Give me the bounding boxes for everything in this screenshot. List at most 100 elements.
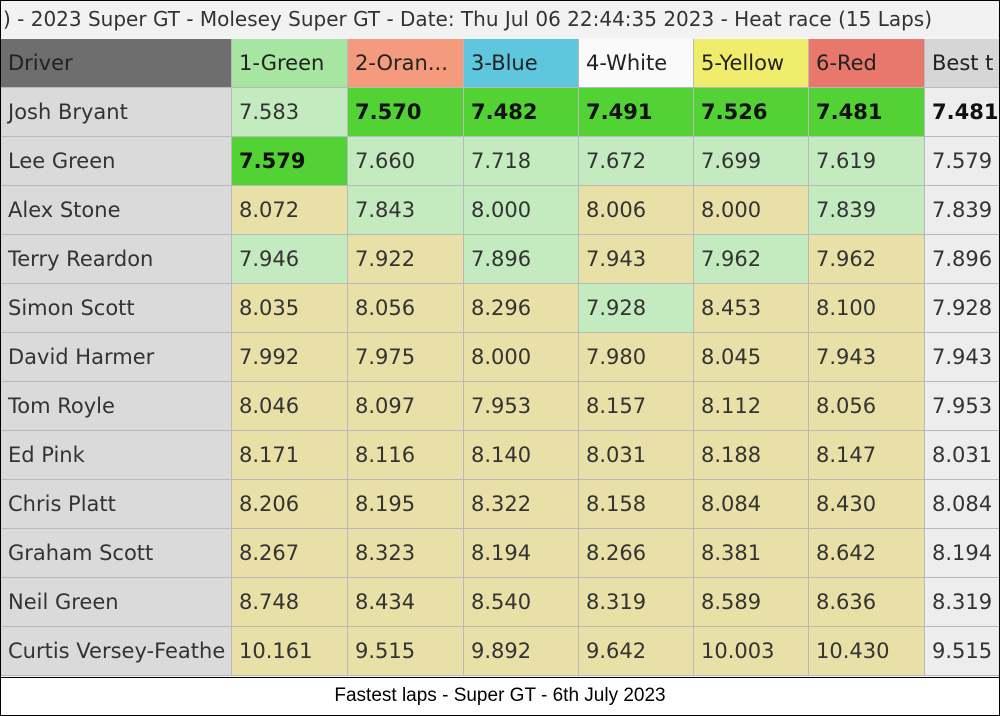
lap-time: 8.084 [694, 480, 809, 529]
lap-time: 8.045 [694, 333, 809, 382]
lap-time: 9.515 [348, 627, 464, 676]
lap-time: 8.322 [464, 480, 579, 529]
lap-time: 7.839 [925, 186, 999, 235]
lap-time: 7.570 [348, 88, 464, 137]
lap-time: 8.046 [232, 382, 348, 431]
lap-time: 8.000 [464, 333, 579, 382]
lap-time: 8.035 [232, 284, 348, 333]
lap-time: 8.006 [579, 186, 694, 235]
driver-name: Chris Platt [1, 480, 232, 529]
lap-time: 9.515 [925, 627, 999, 676]
window-title: ) - 2023 Super GT - Molesey Super GT - D… [1, 1, 999, 37]
lap-time: 7.928 [579, 284, 694, 333]
lap-time: 7.843 [348, 186, 464, 235]
driver-name: Terry Reardon [1, 235, 232, 284]
lap-time: 7.672 [579, 137, 694, 186]
column-header: Best t [925, 39, 999, 88]
lap-time: 7.583 [232, 88, 348, 137]
lap-time: 7.943 [579, 235, 694, 284]
driver-name: David Harmer [1, 333, 232, 382]
lap-time: 7.491 [579, 88, 694, 137]
driver-name: Graham Scott [1, 529, 232, 578]
caption: Fastest laps - Super GT - 6th July 2023 [1, 677, 999, 715]
lap-time: 8.267 [232, 529, 348, 578]
lap-time: 7.699 [694, 137, 809, 186]
lap-time: 8.171 [232, 431, 348, 480]
lap-time: 8.056 [809, 382, 925, 431]
lap-time: 7.992 [232, 333, 348, 382]
lap-time: 7.943 [925, 333, 999, 382]
driver-name: Ed Pink [1, 431, 232, 480]
lap-time: 7.482 [464, 88, 579, 137]
lap-time: 8.194 [464, 529, 579, 578]
lap-time: 8.031 [579, 431, 694, 480]
lap-time: 8.589 [694, 578, 809, 627]
column-header: 2-Oran... [348, 39, 464, 88]
lap-time: 8.116 [348, 431, 464, 480]
column-header: 6-Red [809, 39, 925, 88]
lap-time: 8.748 [232, 578, 348, 627]
lap-time: 7.975 [348, 333, 464, 382]
column-header: Driver [1, 39, 232, 88]
driver-name: Josh Bryant [1, 88, 232, 137]
lap-time: 7.526 [694, 88, 809, 137]
lap-time: 8.100 [809, 284, 925, 333]
lap-time: 8.158 [579, 480, 694, 529]
driver-name: Alex Stone [1, 186, 232, 235]
lap-time: 8.453 [694, 284, 809, 333]
lap-time: 7.481 [925, 88, 999, 137]
lap-time: 10.003 [694, 627, 809, 676]
lap-time: 7.928 [925, 284, 999, 333]
column-header: 5-Yellow [694, 39, 809, 88]
lap-time: 10.161 [232, 627, 348, 676]
lap-time: 9.892 [464, 627, 579, 676]
lap-time: 7.839 [809, 186, 925, 235]
lap-time: 8.319 [925, 578, 999, 627]
driver-name: Tom Royle [1, 382, 232, 431]
lap-time: 8.381 [694, 529, 809, 578]
lap-time: 7.962 [809, 235, 925, 284]
lap-time: 8.642 [809, 529, 925, 578]
lap-time: 7.660 [348, 137, 464, 186]
lap-time: 8.000 [464, 186, 579, 235]
lap-time: 7.481 [809, 88, 925, 137]
column-header: 3-Blue [464, 39, 579, 88]
lap-time: 8.206 [232, 480, 348, 529]
lap-time: 7.953 [464, 382, 579, 431]
lap-time: 8.147 [809, 431, 925, 480]
lap-time: 7.579 [232, 137, 348, 186]
driver-name: Curtis Versey-Feathe [1, 627, 232, 676]
driver-name: Neil Green [1, 578, 232, 627]
lap-time: 8.266 [579, 529, 694, 578]
lap-time: 8.188 [694, 431, 809, 480]
lap-time: 8.157 [579, 382, 694, 431]
lap-time: 9.642 [579, 627, 694, 676]
lap-time: 7.619 [809, 137, 925, 186]
lap-time: 7.953 [925, 382, 999, 431]
lap-time: 8.084 [925, 480, 999, 529]
lap-time: 7.946 [232, 235, 348, 284]
lap-time: 8.319 [579, 578, 694, 627]
lap-time: 7.896 [925, 235, 999, 284]
lap-time: 8.540 [464, 578, 579, 627]
driver-name: Simon Scott [1, 284, 232, 333]
lap-time: 7.579 [925, 137, 999, 186]
lap-time: 7.922 [348, 235, 464, 284]
lap-time: 7.718 [464, 137, 579, 186]
lap-time: 7.962 [694, 235, 809, 284]
lap-time: 8.140 [464, 431, 579, 480]
lap-time: 8.072 [232, 186, 348, 235]
lap-time: 8.194 [925, 529, 999, 578]
lap-time: 8.031 [925, 431, 999, 480]
lap-time: 8.097 [348, 382, 464, 431]
lap-time: 8.323 [348, 529, 464, 578]
column-header: 1-Green [232, 39, 348, 88]
lap-time: 7.896 [464, 235, 579, 284]
lap-time: 10.430 [809, 627, 925, 676]
lap-time: 8.112 [694, 382, 809, 431]
lap-time: 8.000 [694, 186, 809, 235]
lap-time: 8.430 [809, 480, 925, 529]
lap-time: 7.980 [579, 333, 694, 382]
lap-time: 8.636 [809, 578, 925, 627]
lap-time: 7.943 [809, 333, 925, 382]
